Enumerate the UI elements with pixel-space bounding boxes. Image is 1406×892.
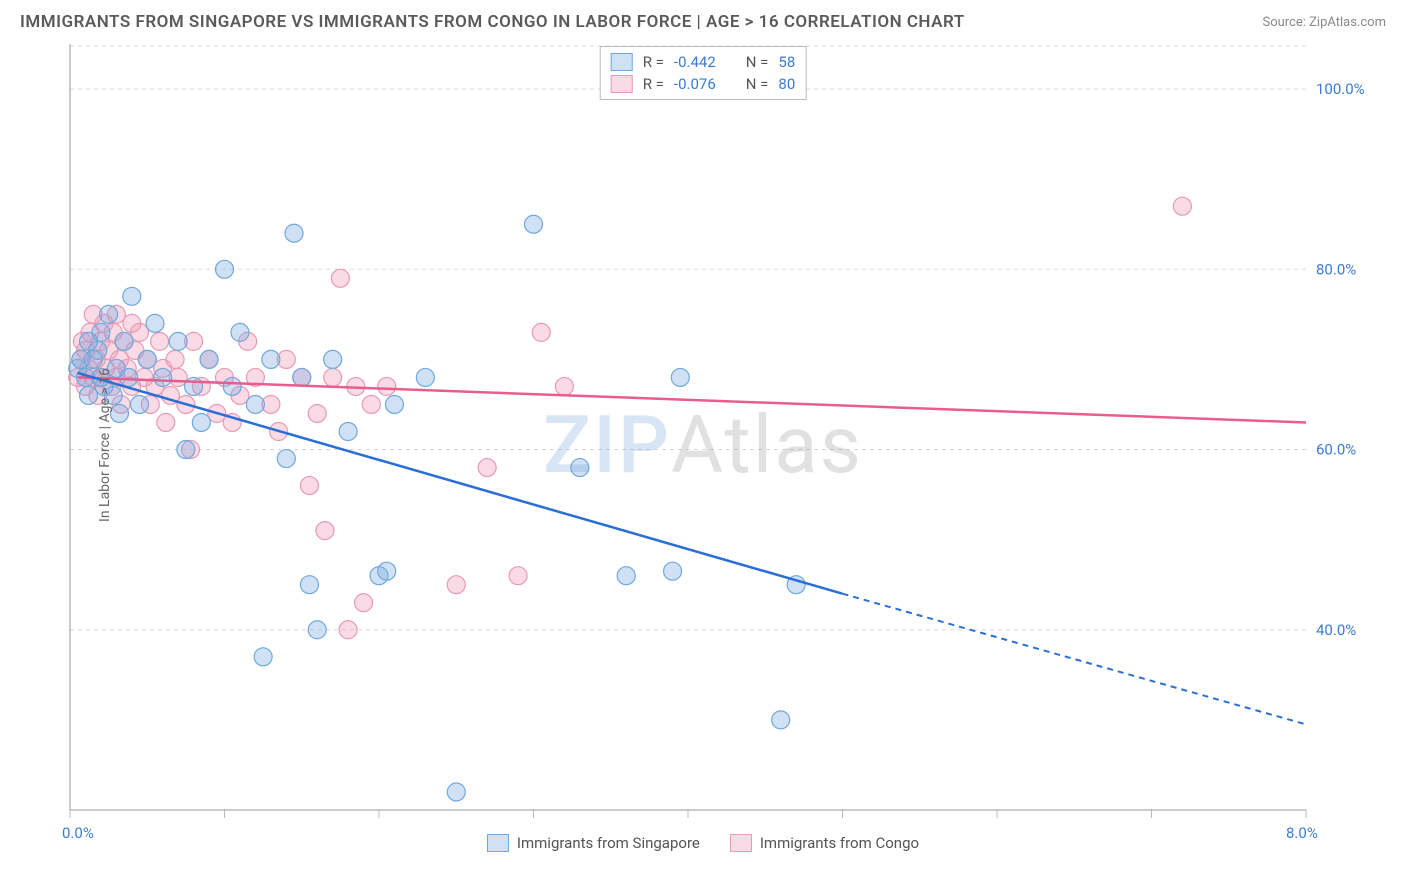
svg-text:100.0%: 100.0% <box>1316 80 1365 98</box>
legend-item-singapore: Immigrants from Singapore <box>487 834 700 852</box>
svg-text:60.0%: 60.0% <box>1316 441 1356 459</box>
source-attribution: Source: ZipAtlas.com <box>1262 15 1386 30</box>
swatch-congo-bottom <box>730 834 752 852</box>
legend-item-congo: Immigrants from Congo <box>730 834 919 852</box>
correlation-legend: R = -0.442 N = 58 R = -0.076 N = 80 <box>600 46 807 100</box>
source-link[interactable]: ZipAtlas.com <box>1309 15 1386 30</box>
r-value-congo: -0.076 <box>674 75 716 93</box>
n-value-singapore: 58 <box>778 53 795 71</box>
legend-row-congo: R = -0.076 N = 80 <box>611 73 796 95</box>
series-legend: Immigrants from Singapore Immigrants fro… <box>20 834 1386 852</box>
n-value-congo: 80 <box>778 75 795 93</box>
x-tick-min: 0.0% <box>62 824 94 842</box>
svg-text:80.0%: 80.0% <box>1316 260 1356 278</box>
swatch-congo <box>611 75 633 93</box>
y-axis-label: In Labor Force | Age > 16 <box>97 368 113 522</box>
legend-row-singapore: R = -0.442 N = 58 <box>611 51 796 73</box>
svg-text:40.0%: 40.0% <box>1316 621 1356 639</box>
swatch-singapore <box>611 53 633 71</box>
r-value-singapore: -0.442 <box>674 53 716 71</box>
scatter-plot: 40.0% 60.0% 80.0% 100.0% <box>20 40 1386 850</box>
swatch-singapore-bottom <box>487 834 509 852</box>
chart-title: IMMIGRANTS FROM SINGAPORE VS IMMIGRANTS … <box>20 12 965 32</box>
chart-container: In Labor Force | Age > 16 40.0% 60.0% 80.0… <box>20 40 1386 850</box>
chart-header: IMMIGRANTS FROM SINGAPORE VS IMMIGRANTS … <box>0 0 1406 40</box>
x-tick-max: 8.0% <box>1286 824 1318 842</box>
